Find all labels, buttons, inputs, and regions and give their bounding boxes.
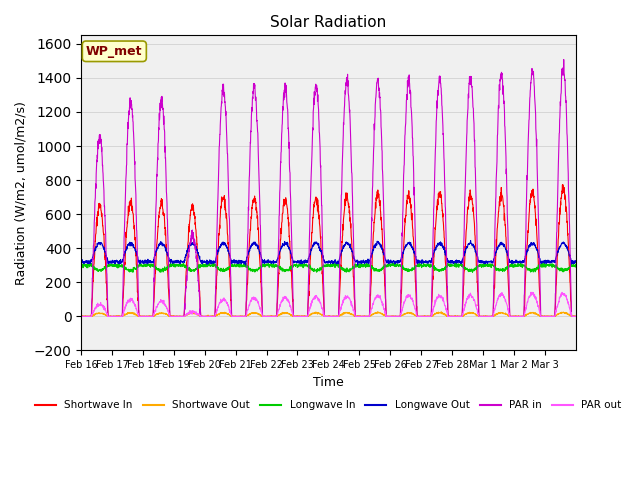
Longwave In (77, 262, 85, 268)
Line: PAR out: PAR out (81, 292, 575, 316)
Line: Shortwave In: Shortwave In (81, 185, 575, 316)
PAR out (127, 296, 134, 302)
Shortwave In (77, 313, 85, 319)
Shortwave In (127, 201, 134, 207)
Shortwave Out (565, 312, 573, 318)
Longwave In (234, 263, 241, 269)
Shortwave Out (374, 309, 381, 315)
Longwave Out (358, 260, 365, 266)
PAR in (234, 313, 241, 319)
Text: WP_met: WP_met (86, 45, 143, 58)
Longwave Out (234, 261, 241, 266)
Shortwave Out (77, 313, 85, 319)
PAR in (505, 263, 513, 269)
Longwave In (468, 269, 476, 275)
Line: Longwave Out: Longwave Out (81, 240, 575, 265)
PAR in (77, 313, 85, 319)
Longwave In (127, 266, 134, 272)
Longwave Out (127, 240, 134, 246)
PAR out (358, 313, 365, 319)
Shortwave In (572, 313, 579, 319)
PAR out (505, 309, 513, 315)
PAR out (572, 313, 579, 319)
Shortwave In (505, 286, 513, 291)
Line: PAR in: PAR in (81, 60, 575, 316)
Longwave Out (467, 238, 474, 243)
PAR out (528, 289, 536, 295)
PAR out (477, 313, 484, 319)
Longwave In (358, 263, 365, 268)
Shortwave Out (127, 310, 134, 316)
Longwave Out (354, 262, 362, 268)
Shortwave Out (234, 313, 241, 319)
PAR in (565, 191, 573, 197)
Y-axis label: Radiation (W/m2, umol/m2/s): Radiation (W/m2, umol/m2/s) (15, 101, 28, 285)
Longwave Out (477, 260, 485, 266)
Shortwave Out (477, 313, 485, 319)
PAR in (127, 102, 134, 108)
Shortwave In (358, 313, 365, 319)
Longwave In (477, 263, 484, 268)
PAR in (572, 313, 579, 319)
Longwave Out (572, 258, 579, 264)
PAR out (565, 301, 573, 307)
Line: Shortwave Out: Shortwave Out (81, 312, 575, 316)
Longwave In (568, 260, 575, 265)
Longwave In (572, 261, 579, 267)
Shortwave In (565, 250, 573, 255)
PAR in (560, 57, 568, 62)
Longwave Out (505, 257, 513, 263)
PAR in (358, 313, 365, 319)
Longwave Out (77, 260, 85, 265)
Shortwave Out (572, 313, 579, 319)
PAR in (477, 313, 484, 319)
Longwave In (505, 264, 513, 270)
Shortwave In (234, 313, 241, 319)
Line: Longwave In: Longwave In (81, 263, 575, 272)
Shortwave Out (505, 313, 513, 319)
Shortwave Out (358, 313, 365, 319)
PAR out (234, 313, 241, 319)
PAR out (77, 313, 85, 319)
Longwave In (565, 266, 573, 272)
Shortwave In (477, 313, 484, 319)
Title: Solar Radiation: Solar Radiation (270, 15, 387, 30)
X-axis label: Time: Time (313, 376, 344, 389)
Legend: Shortwave In, Shortwave Out, Longwave In, Longwave Out, PAR in, PAR out: Shortwave In, Shortwave Out, Longwave In… (31, 396, 626, 415)
Longwave Out (565, 250, 573, 256)
Shortwave Out (78, 313, 86, 319)
Shortwave In (559, 182, 566, 188)
